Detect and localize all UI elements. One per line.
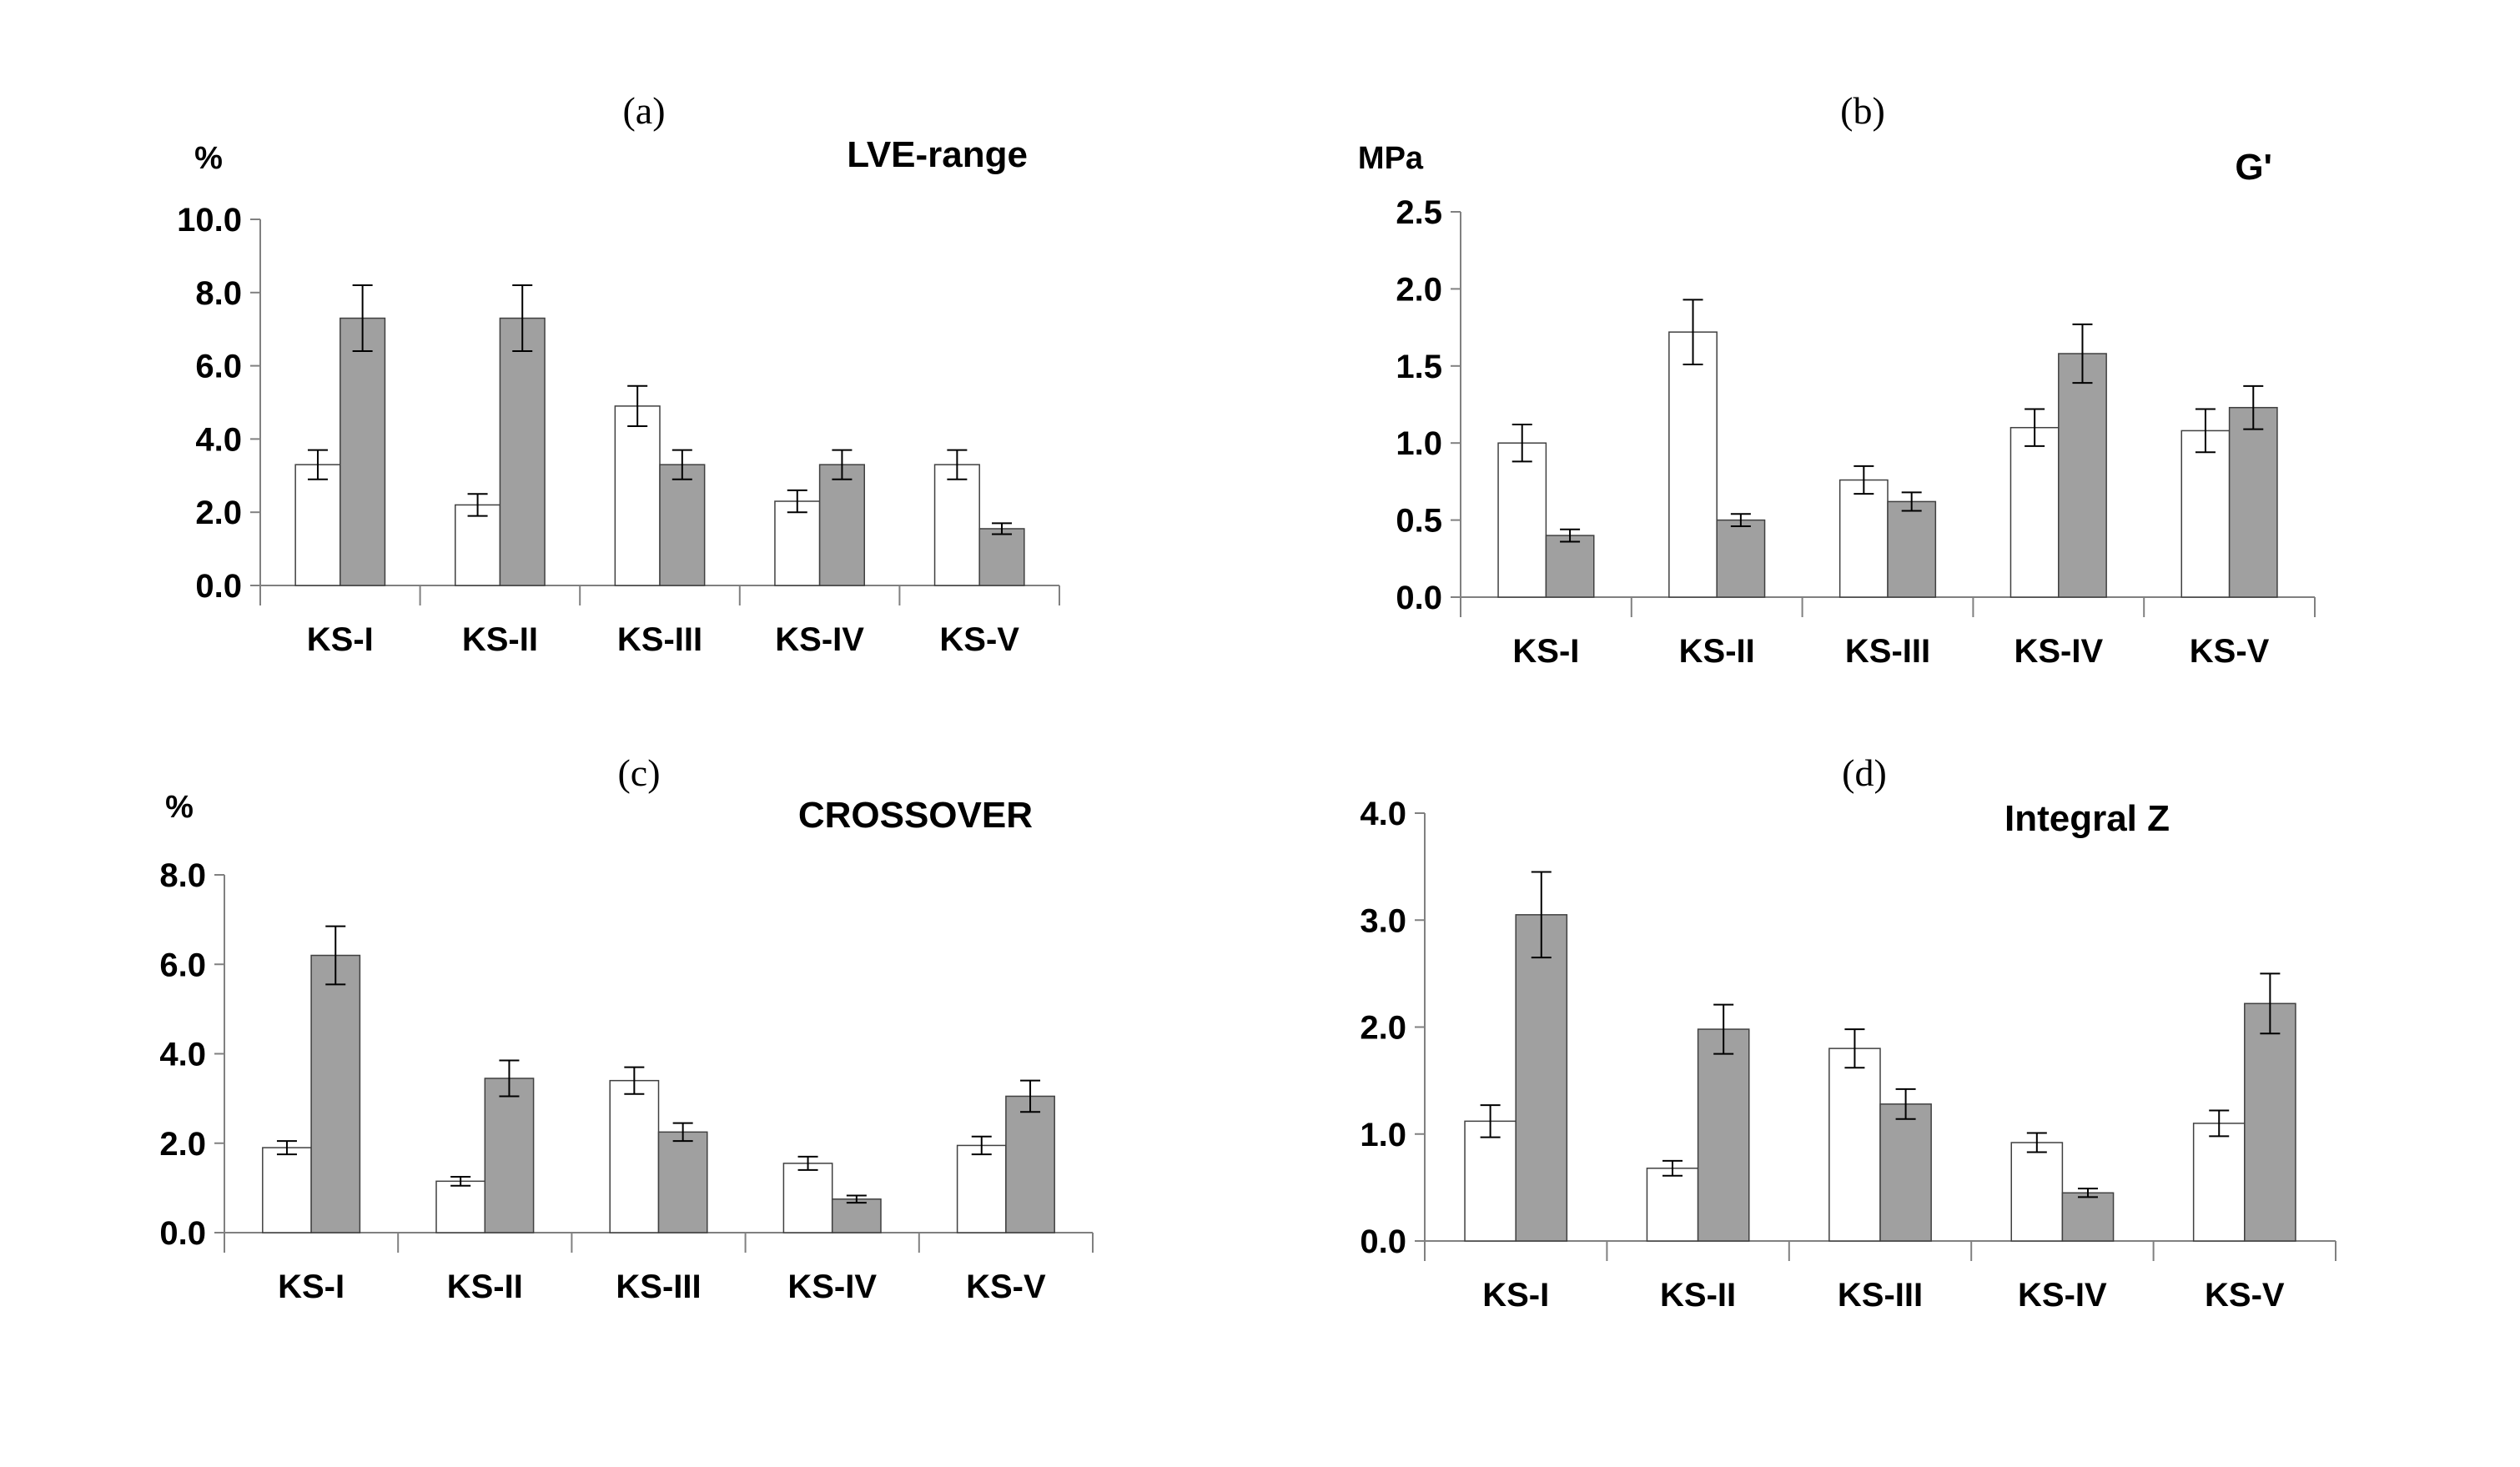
bar-white	[455, 504, 501, 586]
bar-white	[435, 1180, 486, 1233]
x-tick-label: KS-III	[1838, 1277, 1923, 1314]
x-tick-label: KS-V	[966, 1269, 1046, 1305]
panel-label: (a)	[622, 89, 665, 132]
bar-gray	[340, 317, 386, 586]
x-tick-label: KS-I	[278, 1269, 345, 1305]
bar-white	[2180, 430, 2231, 598]
bar-gray	[1697, 1028, 1750, 1242]
y-tick-label: 4.0	[195, 421, 242, 458]
y-tick-label: 2.0	[195, 495, 242, 531]
y-tick-label: 2.5	[1396, 194, 1442, 231]
y-tick-label: 4.0	[159, 1037, 206, 1073]
bar-white	[1646, 1168, 1699, 1242]
x-tick-label: KS-V	[939, 621, 1019, 658]
y-tick-label: 3.0	[1360, 902, 1406, 939]
chart-title: LVE-range	[847, 134, 1028, 175]
bar-gray	[1887, 500, 1937, 598]
bar-gray	[1545, 535, 1595, 598]
bar-white	[933, 464, 980, 586]
bar-gray	[831, 1198, 882, 1233]
x-tick-label: KS-IV	[2014, 633, 2103, 670]
y-tick-label: 8.0	[195, 275, 242, 312]
bar-white	[294, 464, 341, 586]
chart-panel-c: (c) CROSSOVER% 0.0 2.0 4.0 6.0 8.0 KS-I KS-II KS-…	[159, 751, 1094, 1305]
bar-white	[782, 1163, 833, 1233]
y-tick-label: 1.0	[1396, 425, 1442, 462]
chart-title: CROSSOVER	[798, 795, 1033, 836]
bar-white	[609, 1079, 660, 1233]
x-tick-label: KS-IV	[787, 1269, 877, 1305]
bar-white	[2192, 1123, 2246, 1242]
bar-gray	[310, 954, 361, 1233]
y-tick-label: 0.0	[195, 568, 242, 605]
x-tick-label: KS-I	[1512, 633, 1579, 670]
y-axis-unit: %	[194, 141, 223, 176]
y-tick-label: 0.5	[1396, 503, 1442, 540]
bar-white	[1838, 479, 1889, 598]
x-tick-label: KS-IV	[2018, 1277, 2107, 1314]
bar-gray	[2244, 1002, 2296, 1242]
bar-gray	[818, 464, 865, 586]
bar-white	[1668, 331, 1718, 598]
x-tick-label: KS-II	[1660, 1277, 1736, 1314]
bar-white	[956, 1144, 1007, 1233]
x-tick-label: KS-II	[1679, 633, 1755, 670]
y-tick-label: 6.0	[195, 349, 242, 385]
y-tick-label: 6.0	[159, 947, 206, 983]
x-tick-label: KS-V	[2190, 633, 2270, 670]
y-tick-label: 0.0	[1396, 580, 1442, 616]
bar-gray	[1716, 519, 1766, 598]
bar-gray	[1005, 1095, 1055, 1233]
bar-gray	[659, 464, 706, 586]
chart-panel-a: (a) LVE-range% 0.0 2.0 4.0 6.0 8.0 10.0 KS-I KS-I…	[177, 89, 1060, 658]
bar-white	[262, 1147, 312, 1233]
y-tick-label: 10.0	[177, 202, 242, 239]
y-tick-label: 2.0	[1396, 271, 1442, 308]
chart-title: G'	[2235, 147, 2272, 188]
y-tick-label: 0.0	[159, 1215, 206, 1252]
bar-gray	[657, 1131, 708, 1233]
x-tick-label: KS-III	[616, 1269, 701, 1305]
chart-panel-d: (d) Integral Z 0.0 1.0 2.0 3.0 4.0 KS-I KS-II KS-…	[1360, 751, 2336, 1314]
y-tick-label: 0.0	[1360, 1223, 1406, 1260]
panel-label: (d)	[1842, 751, 1887, 794]
x-tick-label: KS-I	[1482, 1277, 1549, 1314]
y-tick-label: 1.0	[1360, 1117, 1406, 1153]
y-tick-label: 1.5	[1396, 349, 1442, 385]
bar-gray	[1515, 914, 1568, 1242]
chart-panel-b: (b) G' MPa 0.0 0.5 1.0 1.5 2.0 2.5 KS-I KS-II KS-II…	[1358, 89, 2316, 670]
bar-gray	[978, 528, 1025, 586]
bar-white	[1497, 442, 1547, 598]
bar-gray	[499, 317, 546, 586]
y-axis-unit: MPa	[1358, 141, 1424, 176]
x-tick-label: KS-III	[1845, 633, 1930, 670]
x-tick-label: KS-V	[2205, 1277, 2285, 1314]
bar-white	[774, 500, 821, 586]
y-tick-label: 8.0	[159, 857, 206, 894]
x-tick-label: KS-I	[307, 621, 374, 658]
x-tick-label: KS-IV	[775, 621, 864, 658]
bar-gray	[484, 1078, 535, 1233]
y-axis-unit: %	[165, 790, 194, 825]
bar-white	[2009, 426, 2060, 598]
x-tick-label: KS-III	[617, 621, 702, 658]
bar-white	[1828, 1047, 1881, 1242]
bar-gray	[1879, 1103, 1932, 1242]
bar-gray	[2228, 406, 2278, 598]
y-tick-label: 4.0	[1360, 796, 1406, 832]
x-tick-label: KS-II	[447, 1269, 523, 1305]
bar-white	[614, 405, 661, 586]
x-tick-label: KS-II	[462, 621, 538, 658]
y-tick-label: 2.0	[159, 1126, 206, 1163]
panel-label: (c)	[617, 751, 660, 794]
panel-label: (b)	[1840, 89, 1885, 132]
bar-white	[2010, 1142, 2064, 1242]
bar-gray	[2061, 1192, 2115, 1242]
y-tick-label: 2.0	[1360, 1010, 1406, 1047]
chart-title: Integral Z	[2004, 798, 2170, 839]
bar-gray	[2058, 353, 2107, 598]
bar-white	[1464, 1120, 1517, 1242]
